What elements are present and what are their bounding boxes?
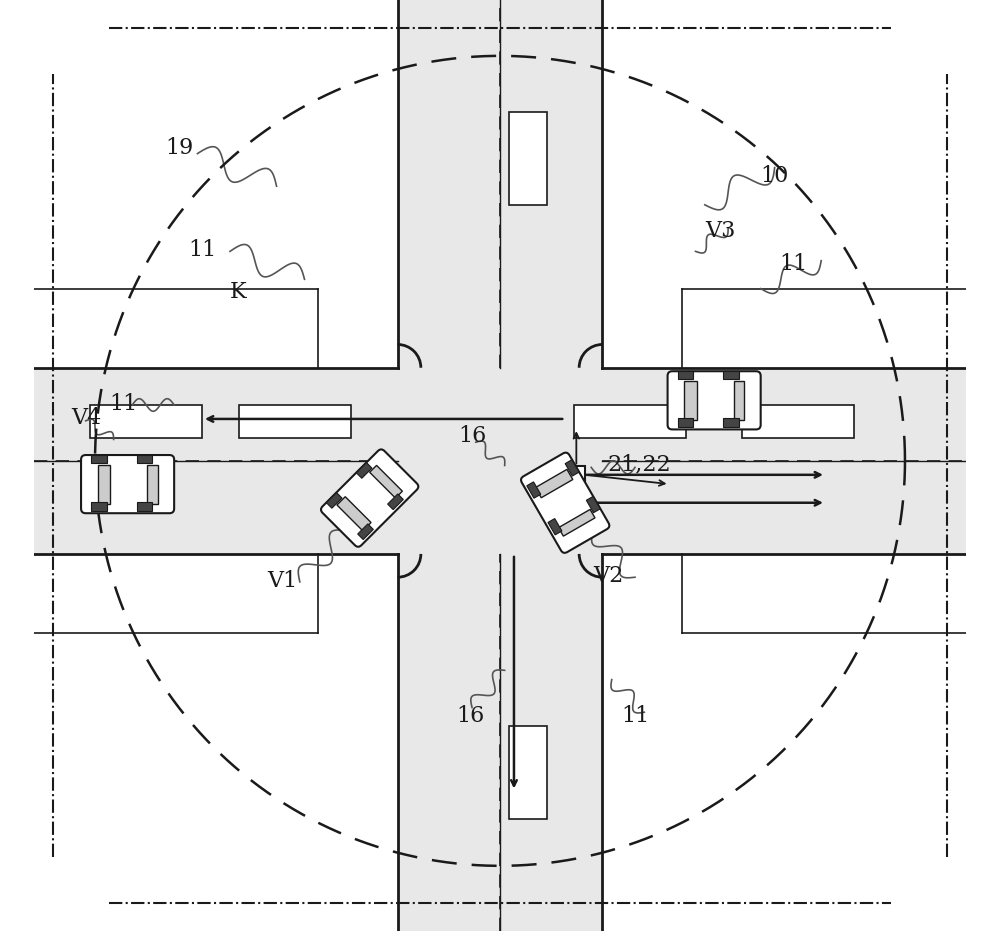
Bar [568,466,585,483]
Bar [565,460,579,476]
Bar [548,519,562,535]
Bar [723,371,739,380]
Bar [398,368,602,554]
Bar [723,418,739,426]
FancyBboxPatch shape [81,455,174,513]
Bar [509,726,547,819]
Bar [527,482,541,498]
Text: V4: V4 [72,407,102,428]
Bar [356,463,372,479]
Bar [137,503,152,510]
Bar [742,405,854,438]
FancyBboxPatch shape [668,371,761,429]
Text: 10: 10 [761,165,789,186]
Bar [678,371,693,380]
Bar [558,509,595,536]
Text: V2: V2 [593,565,623,587]
Bar [91,455,107,464]
Bar [91,503,107,510]
Bar [509,112,547,205]
Bar [684,381,697,420]
Bar [678,418,693,426]
Text: V3: V3 [705,221,735,242]
Text: 16: 16 [458,425,486,447]
Bar [574,405,686,438]
Bar [147,465,158,504]
Bar [137,455,152,464]
Bar [398,0,602,931]
Bar [326,492,342,508]
Text: 19: 19 [165,137,193,158]
Bar [370,466,402,498]
Bar [586,496,600,513]
Bar [535,469,573,498]
Bar [388,494,403,509]
Bar [34,0,398,368]
Text: 11: 11 [109,393,137,414]
Text: V1: V1 [267,570,298,591]
Text: K: K [230,281,247,303]
Bar [337,497,371,531]
Text: 11: 11 [621,705,649,726]
Bar [90,405,202,438]
Text: 11: 11 [188,239,216,261]
Bar [98,465,110,504]
FancyBboxPatch shape [321,450,418,546]
Bar [34,368,966,554]
Text: 16: 16 [456,705,484,726]
Text: 21,22: 21,22 [607,453,671,475]
Bar [358,524,373,540]
Bar [239,405,351,438]
Bar [734,381,744,420]
Text: 11: 11 [779,253,808,275]
FancyBboxPatch shape [521,452,609,553]
